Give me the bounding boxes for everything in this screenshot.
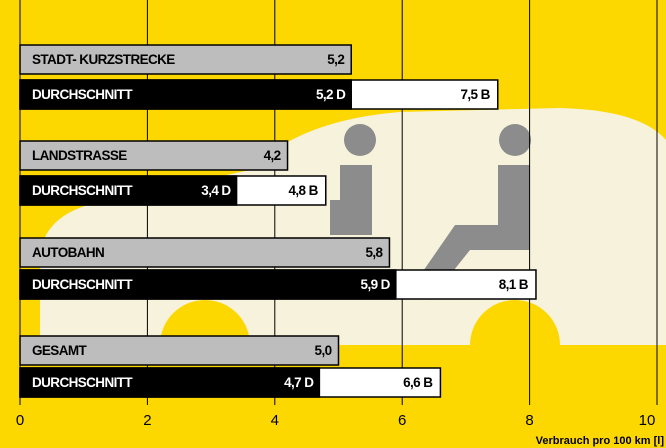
x-tick-label: 10	[639, 412, 656, 429]
category-label: AUTOBAHN	[32, 245, 104, 260]
value-label: 6,6 B	[403, 375, 433, 390]
value-label: 5,2	[327, 52, 344, 67]
x-tick-label: 2	[143, 412, 151, 429]
subcategory-label: DURCHSCHNITT	[32, 87, 133, 102]
value-label: 3,4 D	[201, 183, 231, 198]
value-label: 5,2 D	[316, 87, 346, 102]
value-label: 4,8 B	[288, 183, 318, 198]
subcategory-label: DURCHSCHNITT	[32, 183, 133, 198]
chart: STADT- KURZSTRECKE 5,2 7,5 B DURCHSCHNITT 5,…	[0, 0, 666, 448]
value-label: 5,8	[365, 245, 383, 260]
subcategory-label: DURCHSCHNITT	[32, 277, 133, 292]
value-label: 5,0	[315, 343, 332, 358]
value-label: 7,5 B	[460, 87, 490, 102]
subcategory-label: DURCHSCHNITT	[32, 375, 133, 390]
x-tick-label: 4	[271, 412, 279, 429]
person-head	[499, 124, 531, 156]
x-tick-label: 0	[16, 412, 24, 429]
category-label: STADT- KURZSTRECKE	[32, 52, 175, 67]
x-tick-label: 6	[398, 412, 406, 429]
value-label: 4,2	[264, 148, 281, 163]
value-label: 4,7 D	[284, 375, 314, 390]
value-label: 8,1 B	[499, 277, 529, 292]
x-axis-label: Verbrauch pro 100 km [l]	[536, 435, 665, 447]
category-label: GESAMT	[32, 343, 88, 358]
person-head	[344, 124, 376, 156]
value-label: 5,9 D	[361, 277, 391, 292]
category-label: LANDSTRASSE	[32, 148, 127, 163]
x-tick-label: 8	[525, 412, 533, 429]
